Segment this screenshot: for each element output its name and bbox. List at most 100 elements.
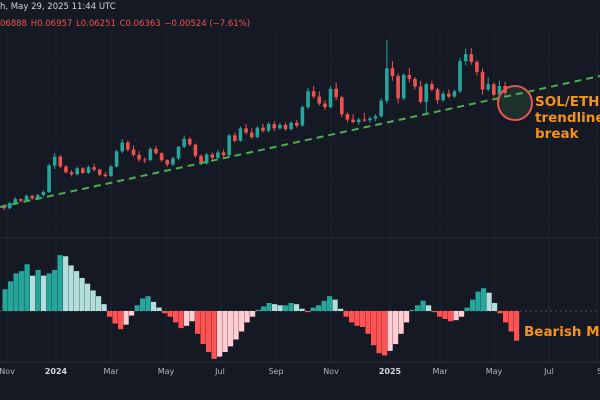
candle-body xyxy=(24,195,29,201)
candle-body xyxy=(47,165,51,192)
time-axis-tick-label: May xyxy=(486,367,503,376)
candle-body xyxy=(13,199,18,204)
chart-header-date: h, May 29, 2025 11:44 UTC xyxy=(0,2,116,12)
macd-bar xyxy=(283,305,289,311)
candle-body xyxy=(52,156,57,166)
macd-bar xyxy=(52,269,58,311)
candle-body xyxy=(2,206,6,209)
macd-bar xyxy=(145,296,151,311)
candle-body xyxy=(193,144,198,156)
candle-body xyxy=(396,76,400,99)
macd-bar xyxy=(332,299,338,311)
candle-body xyxy=(35,195,40,199)
macd-bar xyxy=(129,311,135,316)
candle-body xyxy=(154,148,158,154)
candle-body xyxy=(75,168,79,175)
macd-bar xyxy=(8,281,14,311)
macd-bar xyxy=(228,311,234,347)
candle-body xyxy=(424,84,429,102)
macd-bar xyxy=(327,296,333,311)
macd-bar xyxy=(206,311,212,353)
macd-bar xyxy=(354,311,360,326)
candle-body xyxy=(199,155,203,164)
macd-bar xyxy=(448,311,454,322)
macd-bar xyxy=(68,265,74,311)
candle-body xyxy=(176,146,181,159)
macd-bar xyxy=(250,311,256,317)
candle-body xyxy=(379,100,384,117)
macd-bar xyxy=(376,311,382,354)
macd-bar xyxy=(19,271,25,311)
candle-body xyxy=(142,159,147,161)
macd-bar xyxy=(486,292,492,311)
macd-bar xyxy=(112,311,118,324)
candle-body xyxy=(311,91,316,97)
candle-body xyxy=(300,107,305,126)
time-axis-tick-label: Sep xyxy=(268,367,283,376)
candle-body xyxy=(401,74,406,99)
candle-body xyxy=(272,124,277,129)
candle-body xyxy=(7,203,12,209)
candle-body xyxy=(345,114,350,120)
candle-body xyxy=(64,166,68,173)
candle-body xyxy=(159,153,164,161)
annotation-bearish-macd: Bearish MA xyxy=(524,324,600,340)
candle-body xyxy=(323,103,327,108)
candle-body xyxy=(266,124,271,131)
macd-bar xyxy=(503,311,509,323)
time-axis-tick-label: May xyxy=(158,367,175,376)
macd-bar xyxy=(272,304,278,311)
macd-bar xyxy=(74,271,80,311)
trendline-break-highlight xyxy=(497,85,533,121)
macd-bar xyxy=(46,273,52,311)
macd-bar xyxy=(13,273,19,311)
macd-bar xyxy=(437,311,443,317)
macd-bar xyxy=(261,306,267,311)
macd-bar xyxy=(96,296,102,311)
macd-bar xyxy=(217,311,223,357)
candle-body xyxy=(278,124,282,129)
macd-bar xyxy=(107,311,113,317)
macd-bar xyxy=(398,311,404,334)
candle-body xyxy=(475,61,479,72)
candle-body xyxy=(390,68,395,77)
candle-body xyxy=(171,158,175,165)
candle-body xyxy=(334,88,338,98)
macd-bar xyxy=(321,300,327,311)
macd-bar xyxy=(508,311,514,332)
macd-bar xyxy=(140,298,146,311)
candle-body xyxy=(69,172,74,175)
macd-bar xyxy=(393,311,399,345)
macd-bar xyxy=(431,311,437,313)
candle-body xyxy=(407,74,412,79)
candle-body xyxy=(238,128,243,141)
ohlc-open: 06888 xyxy=(0,19,28,29)
macd-bar xyxy=(151,301,157,311)
candle-body xyxy=(131,149,136,155)
candle-body xyxy=(97,169,102,175)
macd-bar xyxy=(57,255,63,311)
macd-bar xyxy=(41,275,47,311)
candle-body xyxy=(109,166,113,177)
macd-bar xyxy=(371,311,377,346)
macd-bar xyxy=(156,307,162,311)
candlestick-series xyxy=(2,40,507,210)
macd-bar xyxy=(90,290,96,311)
macd-bar xyxy=(244,311,250,323)
time-axis-tick-label: 2024 xyxy=(45,367,68,376)
time-axis-tick-label: Mar xyxy=(432,367,448,376)
candle-body xyxy=(446,93,451,97)
candle-body xyxy=(463,54,468,62)
macd-bar xyxy=(294,304,300,311)
macd-bar xyxy=(134,305,140,311)
macd-bar xyxy=(222,311,228,353)
macd-bar xyxy=(233,311,239,340)
candle-body xyxy=(492,84,496,95)
macd-bar xyxy=(481,288,487,311)
macd-bar xyxy=(360,311,366,327)
candle-body xyxy=(182,138,186,147)
candle-body xyxy=(137,154,141,160)
candle-body xyxy=(249,132,254,138)
